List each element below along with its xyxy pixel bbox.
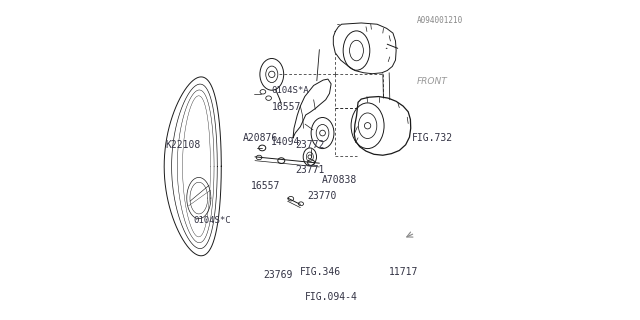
Text: A70838: A70838	[322, 175, 357, 185]
Text: FIG.732: FIG.732	[412, 133, 453, 143]
Text: FIG.094-4: FIG.094-4	[305, 292, 358, 302]
Text: 14094: 14094	[271, 137, 300, 147]
Text: 16557: 16557	[251, 181, 280, 191]
Text: 23769: 23769	[264, 270, 293, 280]
Text: FIG.346: FIG.346	[300, 267, 340, 277]
Text: A094001210: A094001210	[417, 16, 463, 25]
Text: 23770: 23770	[307, 190, 337, 201]
Text: 23771: 23771	[295, 165, 324, 175]
Text: 0104S*A: 0104S*A	[271, 86, 309, 95]
Text: 16557: 16557	[273, 102, 301, 112]
Text: A20876: A20876	[243, 133, 278, 143]
Text: 0104S*C: 0104S*C	[193, 216, 230, 225]
Text: K22108: K22108	[165, 140, 200, 150]
Text: FRONT: FRONT	[417, 77, 447, 86]
Text: 11717: 11717	[389, 267, 419, 277]
Text: 23772: 23772	[295, 140, 324, 150]
